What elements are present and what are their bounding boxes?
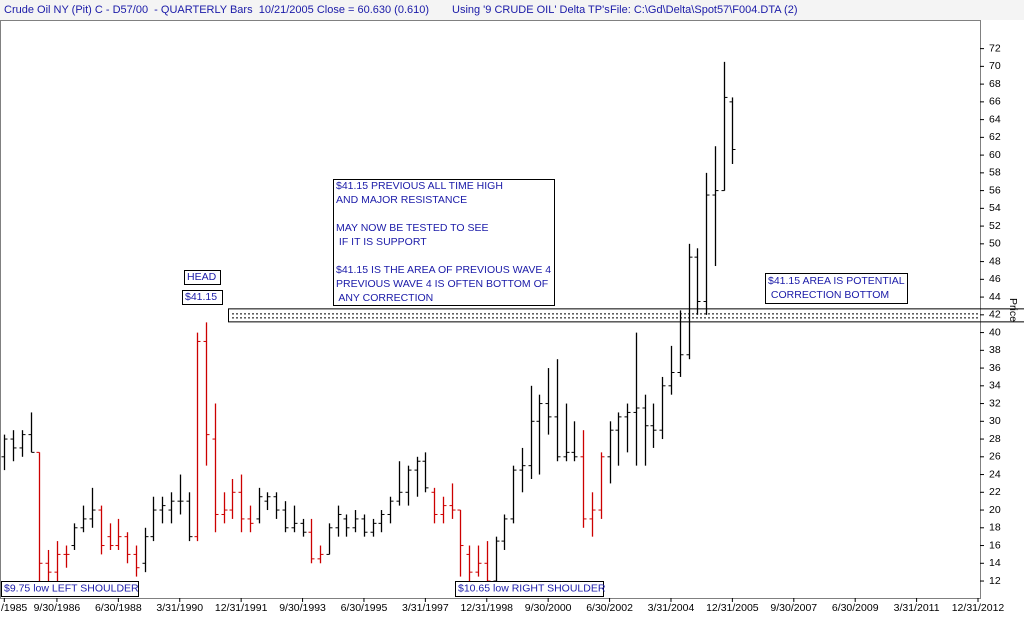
y-tick-label: 70 xyxy=(989,60,1001,72)
y-tick-label: 58 xyxy=(989,167,1001,179)
y-tick-label: 30 xyxy=(989,415,1001,427)
plot-area xyxy=(0,20,981,599)
annotation-text: $9.75 low LEFT SHOULDER xyxy=(4,582,139,594)
x-tick-label: 3/31/2004 xyxy=(648,602,695,614)
y-tick-label: 14 xyxy=(989,557,1001,569)
y-tick-label: 48 xyxy=(989,255,1001,267)
annotation-text: PREVIOUS WAVE 4 IS OFTEN BOTTOM OF xyxy=(336,278,548,290)
y-tick-label: 34 xyxy=(989,380,1001,392)
x-tick-label: 12/31/1991 xyxy=(215,602,268,614)
annotation-text: $10.65 low RIGHT SHOULDER xyxy=(458,582,606,594)
y-tick-label: 60 xyxy=(989,149,1001,161)
x-tick-label: 9/30/2007 xyxy=(770,602,817,614)
annotation-text: IF IT IS SUPPORT xyxy=(336,236,427,248)
y-tick-label: 50 xyxy=(989,238,1001,250)
x-tick-label: 12/31/1998 xyxy=(460,602,513,614)
x-tick-label: 3/31/1997 xyxy=(402,602,449,614)
header-bar xyxy=(0,0,1024,20)
y-tick-label: 20 xyxy=(989,504,1001,516)
y-tick-label: 16 xyxy=(989,539,1001,551)
x-tick-label: 9/30/1986 xyxy=(34,602,81,614)
y-tick-label: 64 xyxy=(989,113,1001,125)
y-tick-label: 40 xyxy=(989,326,1001,338)
y-tick-label: 66 xyxy=(989,96,1001,108)
y-tick-label: 22 xyxy=(989,486,1001,498)
x-tick-label: 6/30/2009 xyxy=(832,602,879,614)
x-tick-label: 6/30/2002 xyxy=(586,602,633,614)
y-tick-label: 54 xyxy=(989,202,1001,214)
annotation-text: AND MAJOR RESISTANCE xyxy=(336,194,467,206)
annotation-text: HEAD xyxy=(187,271,217,283)
y-tick-label: 68 xyxy=(989,78,1001,90)
y-tick-label: 56 xyxy=(989,184,1001,196)
x-tick-label: 3/31/2011 xyxy=(894,602,940,614)
file-label: File: C:\Gd\Delta\Spot57\F004.DTA (2) xyxy=(610,4,797,16)
annotation-box xyxy=(333,179,555,306)
annotation-text: $41.15 PREVIOUS ALL TIME HIGH xyxy=(336,180,503,192)
x-tick-label: 6/30/1995 xyxy=(341,602,388,614)
annotation-box xyxy=(184,270,221,285)
y-tick-label: 24 xyxy=(989,468,1001,480)
y-tick-label: 28 xyxy=(989,433,1001,445)
annotation-text: MAY NOW BE TESTED TO SEE xyxy=(336,222,488,234)
resistance-band xyxy=(228,308,1024,323)
x-tick-label: 12/31/2005 xyxy=(706,602,759,614)
y-tick-label: 62 xyxy=(989,131,1001,143)
y-tick-label: 44 xyxy=(989,291,1001,303)
y-tick-label: 72 xyxy=(989,42,1001,54)
annotation-text: $41.15 xyxy=(185,291,217,303)
y-tick-label: 32 xyxy=(989,397,1001,409)
annotation-text: $41.15 AREA IS POTENTIAL xyxy=(768,275,905,287)
y-tick-label: 12 xyxy=(989,575,1001,587)
annotation-text: ANY CORRECTION xyxy=(336,292,433,304)
x-tick-label: 12/31/2012 xyxy=(952,602,1005,614)
x-tick-label: 6/30/1988 xyxy=(95,602,142,614)
y-tick-label: 36 xyxy=(989,362,1001,374)
y-axis-label: Price xyxy=(1007,298,1019,322)
chart-title: Crude Oil NY (Pit) C - D57/00 - QUARTERL… xyxy=(4,4,429,16)
annotation-box xyxy=(182,290,223,305)
annotation-text: CORRECTION BOTTOM xyxy=(768,289,889,301)
y-tick-label: 42 xyxy=(989,309,1001,321)
y-tick-label: 46 xyxy=(989,273,1001,285)
y-tick-label: 52 xyxy=(989,220,1001,232)
annotation-box xyxy=(1,581,139,597)
annotation-box xyxy=(765,273,908,304)
annotation-text: $41.15 IS THE AREA OF PREVIOUS WAVE 4 xyxy=(336,264,551,276)
chart-subtitle: Using '9 CRUDE OIL' Delta TP's xyxy=(452,4,610,16)
x-tick-label: /1985 xyxy=(1,602,27,614)
x-tick-label: 3/31/1990 xyxy=(156,602,203,614)
x-tick-label: 9/30/1993 xyxy=(279,602,326,614)
annotation-box xyxy=(455,581,604,597)
y-tick-label: 26 xyxy=(989,451,1001,463)
x-tick-label: 9/30/2000 xyxy=(525,602,572,614)
y-tick-label: 38 xyxy=(989,344,1001,356)
y-tick-label: 18 xyxy=(989,522,1001,534)
